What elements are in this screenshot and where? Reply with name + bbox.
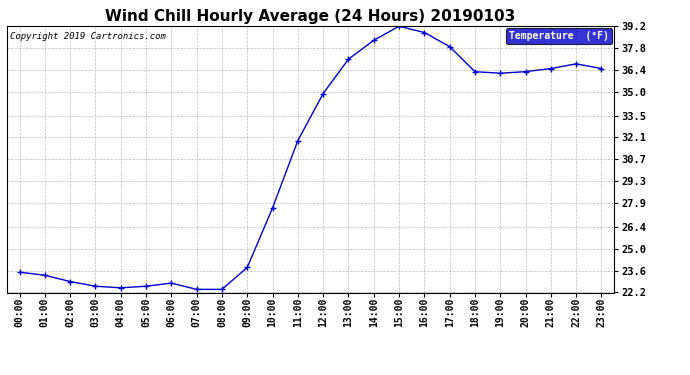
Legend: Temperature  (°F): Temperature (°F) xyxy=(506,28,612,44)
Title: Wind Chill Hourly Average (24 Hours) 20190103: Wind Chill Hourly Average (24 Hours) 201… xyxy=(106,9,515,24)
Text: Copyright 2019 Cartronics.com: Copyright 2019 Cartronics.com xyxy=(10,32,166,40)
